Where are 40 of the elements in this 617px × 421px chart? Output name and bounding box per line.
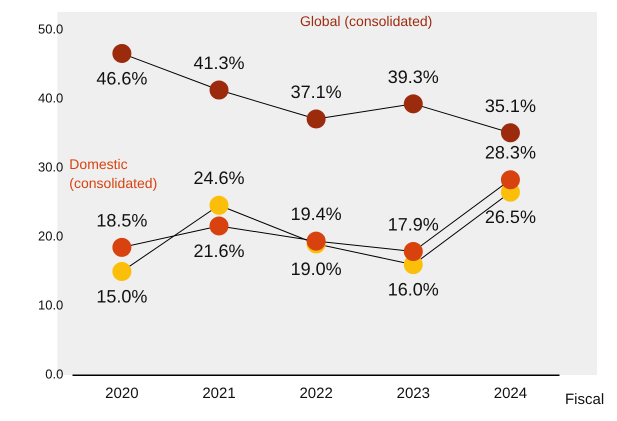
data-label: 17.9% xyxy=(388,214,439,234)
text: Global (consolidated) xyxy=(300,12,432,29)
point xyxy=(112,44,132,63)
y-tick-label: 40.0 xyxy=(38,90,64,106)
y-tick-label: 20.0 xyxy=(38,228,64,244)
data-label: 21.6% xyxy=(193,240,245,261)
data-label: 28.3% xyxy=(484,142,536,163)
point xyxy=(404,242,423,261)
point xyxy=(500,170,520,190)
point xyxy=(112,238,132,257)
data-label: 19.4% xyxy=(290,204,342,224)
data-label: 39.3% xyxy=(388,66,439,87)
point xyxy=(500,123,520,142)
y-tick-label: 10.0 xyxy=(38,298,64,313)
point xyxy=(306,110,326,129)
y-tick-label: 0.0 xyxy=(45,366,64,382)
y-tick-label: 30.0 xyxy=(38,160,64,175)
data-label: 16.0% xyxy=(388,280,439,300)
data-label: 19.0% xyxy=(290,258,342,279)
point xyxy=(210,80,229,100)
x-tick-label: 2022 xyxy=(299,385,333,402)
x-tick-label: 2023 xyxy=(396,385,430,402)
x-axis-title: Fiscal xyxy=(565,391,604,408)
data-label: 35.1% xyxy=(484,96,536,116)
data-label: 46.6% xyxy=(96,68,148,88)
x-tick-label: 2020 xyxy=(105,385,139,402)
point xyxy=(404,94,423,114)
x-tick-label: 2021 xyxy=(202,385,236,402)
data-label: 26.5% xyxy=(484,207,536,228)
data-label: 37.1% xyxy=(290,82,342,102)
data-label: 18.5% xyxy=(96,210,148,230)
point xyxy=(112,262,132,281)
x-tick-label: 2024 xyxy=(494,385,528,402)
data-label: 41.3% xyxy=(193,53,245,73)
data-label: 24.6% xyxy=(193,168,245,188)
point xyxy=(210,216,229,236)
text: Domestic (consolidated) xyxy=(69,156,158,192)
point xyxy=(210,196,229,215)
data-label: 15.0% xyxy=(96,286,148,306)
y-tick-label: 50.0 xyxy=(38,22,64,37)
